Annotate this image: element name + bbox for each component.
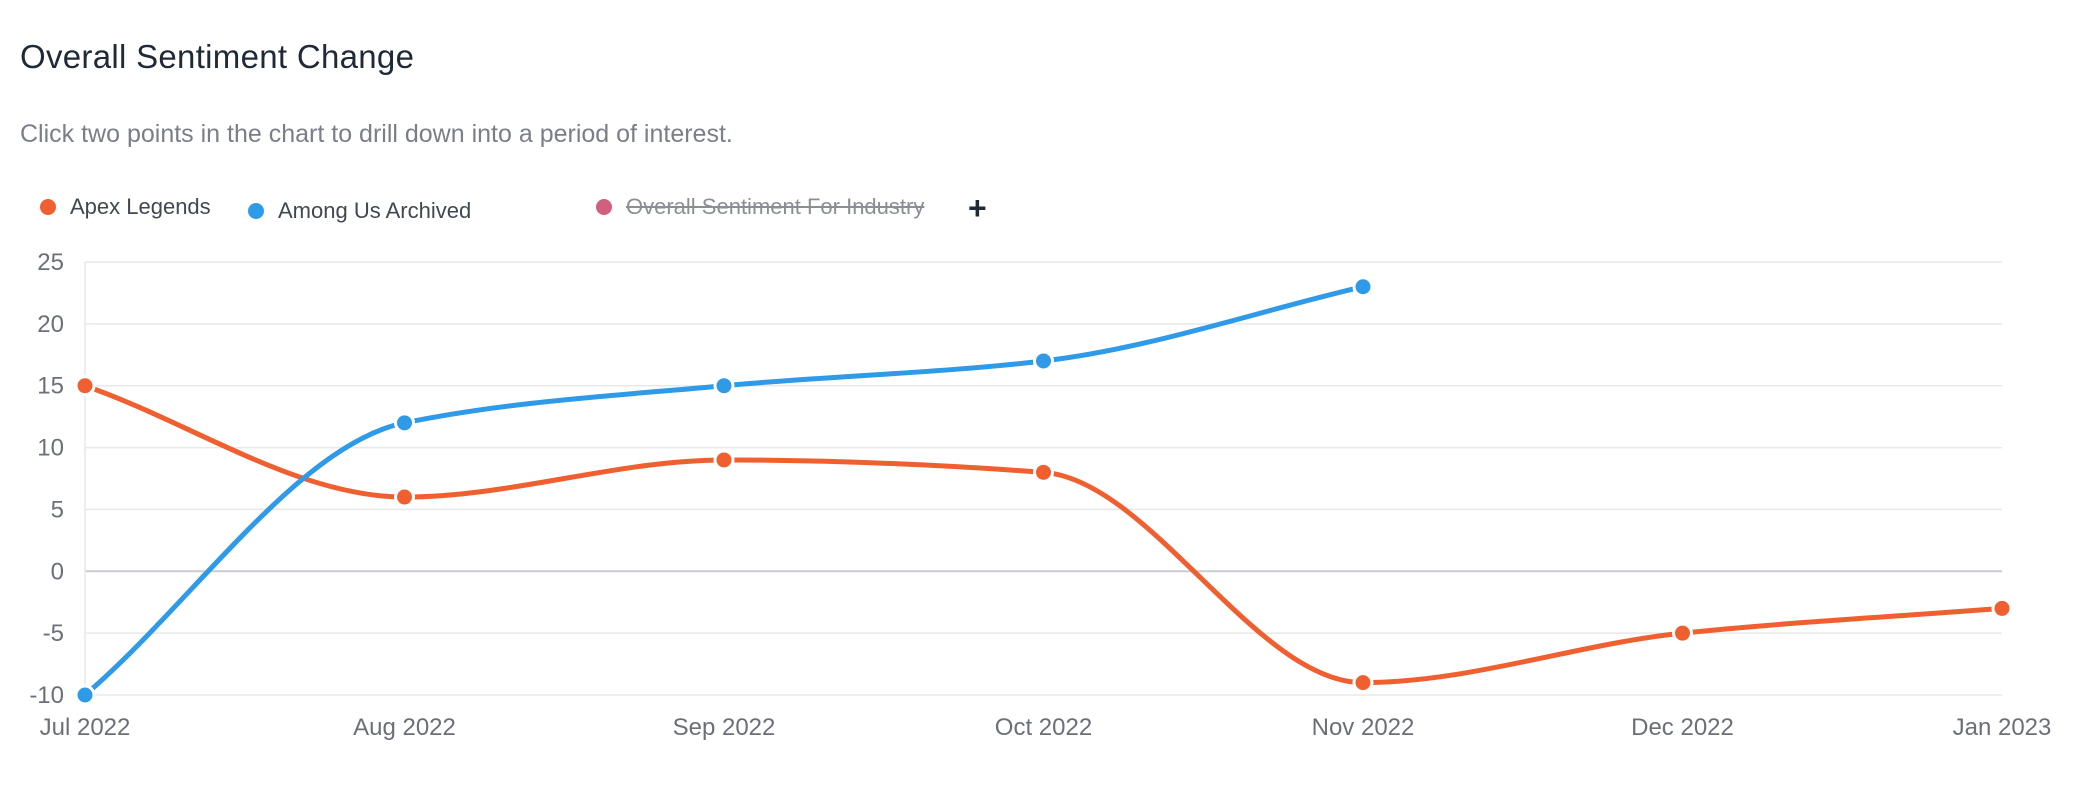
legend-item-among-us-archived[interactable]: Among Us Archived (248, 198, 471, 224)
data-point[interactable] (713, 375, 735, 397)
data-point[interactable] (1672, 622, 1693, 644)
y-tick-label: -10 (29, 682, 64, 709)
grid-lines (84, 261, 2002, 696)
y-tick-label: 25 (37, 249, 64, 276)
y-tick-label: 0 (51, 558, 64, 585)
x-tick-label: Jan 2023 (1953, 714, 2052, 741)
x-tick-label: Jul 2022 (40, 714, 131, 741)
data-point[interactable] (394, 486, 415, 508)
y-tick-label: 5 (51, 496, 64, 523)
chart-subtitle: Click two points in the chart to drill d… (20, 120, 733, 148)
x-tick-label: Sep 2022 (673, 714, 776, 741)
data-point[interactable] (1033, 461, 1054, 483)
data-point[interactable] (1991, 597, 2013, 619)
x-tick-label: Oct 2022 (995, 714, 1092, 741)
legend-item-overall-sentiment-for-industry[interactable]: Overall Sentiment For Industry (596, 194, 924, 220)
data-point[interactable] (74, 375, 96, 397)
x-tick-label: Aug 2022 (353, 714, 456, 741)
data-point[interactable] (394, 412, 415, 434)
legend-item-apex-legends[interactable]: Apex Legends (40, 194, 211, 220)
x-axis-ticks: Jul 2022 Aug 2022 Sep 2022 Oct 2022 Nov 2022… (40, 714, 2052, 741)
data-point[interactable] (713, 449, 735, 471)
legend-label: Apex Legends (70, 194, 211, 219)
y-axis-ticks: 25 20 15 10 5 0 -5 -10 (29, 249, 64, 709)
y-tick-label: 10 (37, 435, 64, 462)
x-tick-label: Nov 2022 (1312, 714, 1415, 741)
chart-legend: Apex Legends Among Us Archived Overall S… (40, 190, 1040, 228)
legend-dot-icon (596, 199, 612, 215)
data-point[interactable] (1352, 672, 1374, 694)
series-points (74, 276, 2013, 706)
series-line-0 (82, 383, 2005, 686)
y-tick-label: 20 (37, 311, 64, 338)
data-point[interactable] (1352, 276, 1374, 298)
legend-label: Overall Sentiment For Industry (626, 194, 925, 219)
legend-label: Among Us Archived (278, 198, 472, 223)
chart-title: Overall Sentiment Change (20, 38, 415, 75)
add-series-icon[interactable]: + (968, 190, 987, 226)
y-tick-label: -5 (43, 620, 64, 647)
legend-dot-icon (40, 199, 56, 215)
x-tick-label: Dec 2022 (1631, 714, 1734, 741)
data-point[interactable] (74, 684, 96, 706)
data-point[interactable] (1033, 350, 1054, 372)
legend-dot-icon (248, 203, 264, 219)
y-tick-label: 15 (37, 373, 64, 400)
